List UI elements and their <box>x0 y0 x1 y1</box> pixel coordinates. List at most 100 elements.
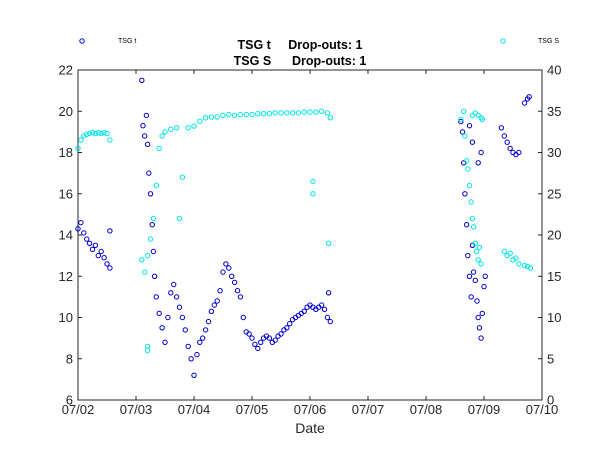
data-point <box>200 335 206 341</box>
data-point <box>144 141 151 148</box>
x-tick-label: 07/02 <box>62 402 95 417</box>
data-point <box>325 240 332 247</box>
data-point <box>301 308 307 314</box>
data-point <box>95 130 102 136</box>
data-point <box>478 149 484 156</box>
data-point <box>223 261 229 267</box>
data-point <box>459 129 466 135</box>
data-point <box>142 133 148 139</box>
right-tick-label: 10 <box>547 310 561 325</box>
data-point <box>255 111 261 117</box>
data-point <box>260 111 267 117</box>
data-point <box>321 306 328 312</box>
data-point <box>479 310 485 317</box>
data-point <box>147 236 154 242</box>
data-point <box>475 160 481 166</box>
legend-marker-tsg-s <box>500 38 506 44</box>
data-point <box>249 111 255 118</box>
data-point <box>107 137 113 143</box>
data-point <box>237 111 244 118</box>
data-point <box>179 314 186 321</box>
data-point <box>473 248 480 255</box>
right-tick-label: 15 <box>547 269 561 284</box>
data-point <box>501 133 507 139</box>
data-point <box>171 281 177 288</box>
right-tick-label: 0 <box>547 393 554 408</box>
series-tsg-s <box>75 108 534 354</box>
data-point <box>521 100 528 106</box>
data-point <box>89 246 96 253</box>
data-point <box>78 219 84 226</box>
data-point <box>176 215 183 222</box>
data-point <box>162 339 168 345</box>
data-point <box>469 139 476 145</box>
data-point <box>466 123 473 129</box>
data-point <box>461 108 467 115</box>
data-point <box>153 294 160 300</box>
data-point <box>98 248 104 255</box>
data-point <box>107 228 113 234</box>
data-point <box>197 339 203 345</box>
data-point <box>458 116 464 123</box>
data-point <box>179 174 186 180</box>
data-point <box>208 308 215 314</box>
data-point <box>159 325 165 331</box>
data-point <box>475 314 481 321</box>
data-point <box>266 335 273 341</box>
data-point <box>468 294 474 300</box>
legend-label-tsg-t: TSG t <box>118 38 137 45</box>
data-point <box>466 273 473 279</box>
data-point <box>463 158 470 164</box>
data-point <box>153 182 160 189</box>
right-tick-label: 40 <box>547 63 561 78</box>
data-point <box>205 318 212 325</box>
data-point <box>465 166 471 172</box>
x-axis-ticks: 07/02 07/03 07/04 07/05 07/06 07/07 07/08 07/09… <box>62 70 559 417</box>
data-point <box>324 110 331 116</box>
data-point <box>474 298 480 304</box>
data-point <box>472 277 478 284</box>
left-tick-label: 20 <box>59 104 73 119</box>
data-point <box>226 265 232 271</box>
data-point <box>482 273 488 279</box>
left-tick-label: 10 <box>59 310 73 325</box>
data-point <box>252 341 258 347</box>
data-point <box>469 215 476 222</box>
data-point <box>95 252 102 259</box>
right-axis-ticks: 0 5 10 15 20 25 30 35 40 <box>538 63 561 408</box>
left-tick-label: 18 <box>59 145 73 160</box>
x-tick-label: 07/10 <box>526 402 559 417</box>
x-tick-label: 07/06 <box>294 402 327 417</box>
data-point <box>101 255 107 261</box>
data-point <box>472 240 478 247</box>
x-tick-label: 07/08 <box>410 402 443 417</box>
data-point <box>139 257 145 263</box>
data-point <box>176 304 183 310</box>
data-point <box>243 111 249 118</box>
data-point <box>318 302 325 308</box>
data-point <box>162 129 168 135</box>
data-point <box>220 269 226 275</box>
data-point <box>462 191 468 197</box>
data-point <box>211 302 218 308</box>
data-point <box>220 112 226 119</box>
data-point <box>325 290 332 296</box>
chart-title-line-2: TSG S Drop-outs: 1 <box>233 54 367 68</box>
data-point <box>185 125 191 131</box>
data-point <box>249 335 255 341</box>
data-point <box>476 325 483 331</box>
data-point <box>144 252 151 259</box>
data-point <box>168 290 174 296</box>
data-point <box>507 250 513 256</box>
right-tick-label: 20 <box>547 228 561 243</box>
data-point <box>202 327 209 333</box>
data-point <box>501 248 507 255</box>
data-point <box>185 343 191 350</box>
data-point <box>214 114 220 120</box>
data-point <box>295 110 302 116</box>
data-point <box>89 130 96 136</box>
data-point <box>150 248 157 255</box>
data-point <box>255 345 261 352</box>
data-point <box>107 265 113 271</box>
data-point <box>173 294 180 300</box>
